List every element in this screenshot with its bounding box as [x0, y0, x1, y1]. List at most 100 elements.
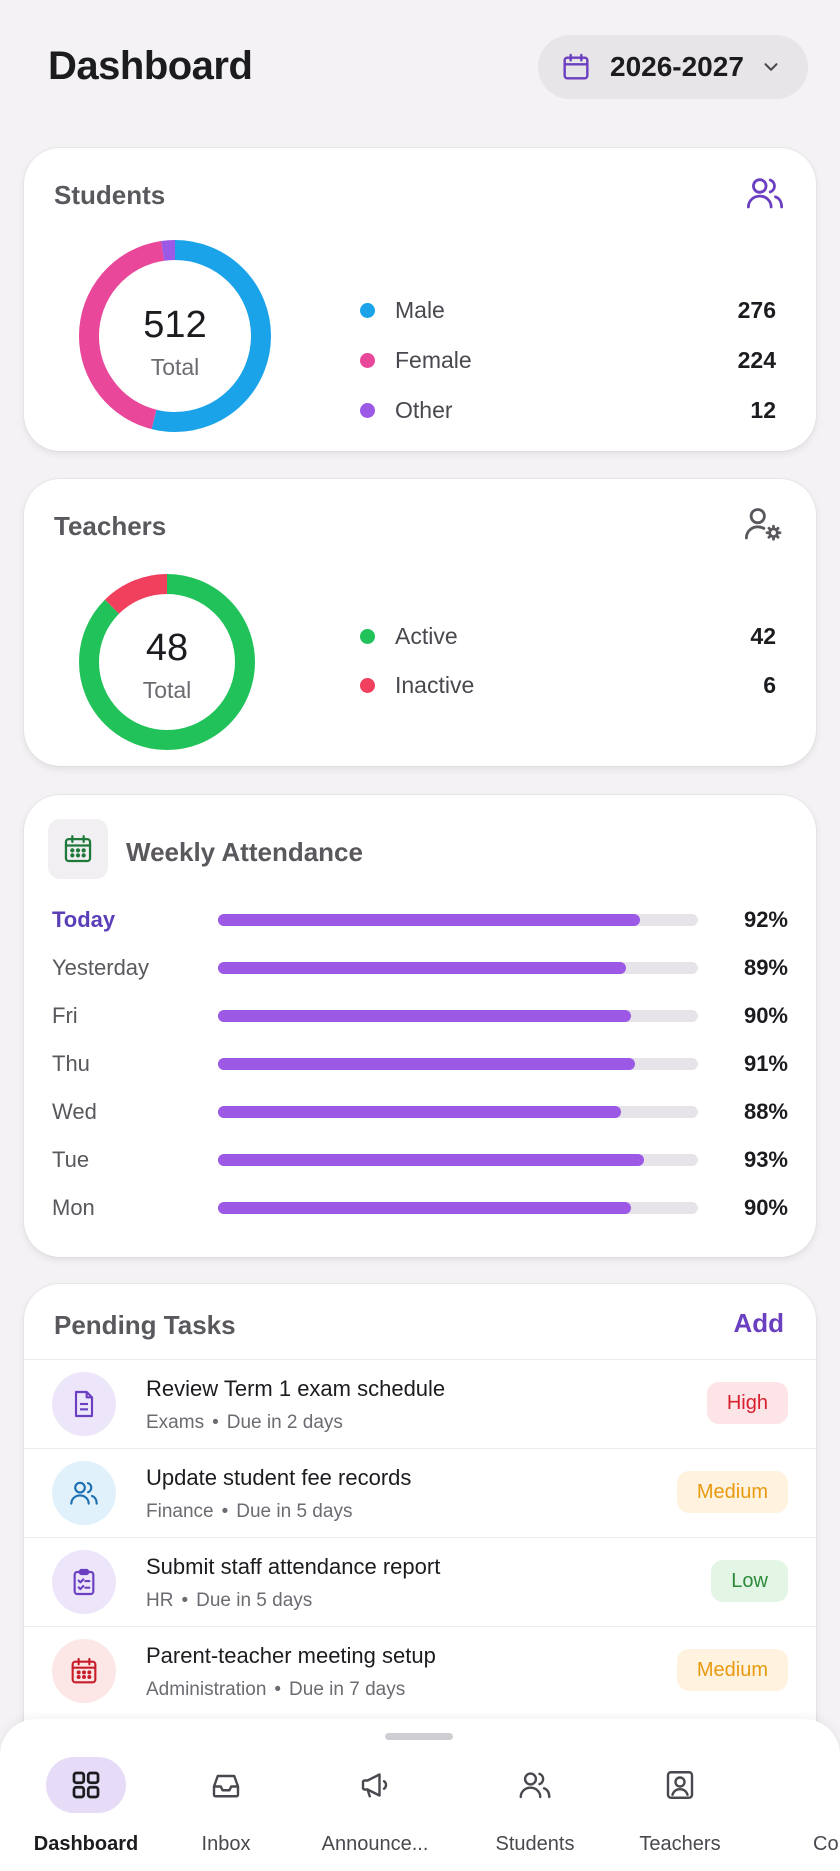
legend-value: 276 [737, 296, 776, 323]
attendance-bar [218, 914, 640, 926]
attendance-track [218, 1202, 698, 1214]
nav-more[interactable]: Co [775, 1757, 840, 1856]
calendar-icon [64, 835, 92, 863]
legend-label: Active [395, 622, 458, 649]
task-title: Parent-teacher meeting setup [146, 1643, 436, 1668]
nav-label: Inbox [201, 1833, 251, 1855]
attendance-card[interactable]: Weekly Attendance Today 92% Yesterday 89% Fr… [24, 795, 816, 1257]
attendance-track [218, 1106, 698, 1118]
meta-separator: • [181, 1590, 189, 1611]
task-row[interactable]: Submit staff attendance report HR • Due in … [24, 1538, 816, 1626]
year-label: 2026-2027 [610, 51, 744, 82]
task-divider [24, 1359, 816, 1360]
attendance-icon-box [48, 819, 108, 879]
students-card[interactable]: Students 512 Total Male 276 Female 224 O… [24, 148, 816, 451]
donut-segment-other [79, 240, 271, 432]
priority-badge: Medium [676, 1471, 788, 1513]
task-title: Submit staff attendance report [146, 1554, 441, 1579]
task-title: Review Term 1 exam schedule [146, 1376, 446, 1401]
attendance-bar [218, 1010, 631, 1022]
year-selector[interactable]: 2026-2027 [538, 35, 808, 99]
drag-handle[interactable] [385, 1733, 453, 1740]
nav-teachers[interactable]: Teachers [605, 1757, 755, 1856]
female-dot [360, 352, 375, 368]
teacher-icon [666, 1771, 694, 1799]
nav-students[interactable]: Students [460, 1757, 610, 1856]
nav-label: Teachers [639, 1833, 721, 1855]
teachers-title: Teachers [54, 511, 167, 541]
inactive-dot [360, 677, 375, 693]
task-meta: Finance • Due in 5 days [146, 1501, 352, 1523]
teachers-total-label: Total [142, 677, 192, 703]
nav-icon-wrap [495, 1757, 575, 1813]
task-row[interactable]: Update student fee records Finance • Due in… [24, 1449, 816, 1537]
legend-female: Female 224 [334, 340, 808, 380]
task-row[interactable]: Review Term 1 exam schedule Exams • Due in … [24, 1360, 816, 1448]
students-total: 512 Total [95, 306, 255, 381]
nav-icon-wrap [775, 1757, 840, 1813]
task-due: Due in 5 days [196, 1590, 313, 1611]
teachers-donut-segments [79, 574, 255, 750]
add-task-button[interactable]: Add [733, 1308, 784, 1338]
task-due: Due in 7 days [289, 1679, 406, 1700]
legend-label: Female [395, 346, 472, 373]
attendance-track [218, 1010, 698, 1022]
nav-dashboard[interactable]: Dashboard [11, 1757, 161, 1856]
legend-value: 224 [737, 346, 776, 373]
task-category: HR [146, 1590, 174, 1611]
attendance-day: Today [52, 907, 116, 932]
attendance-day: Tue [52, 1147, 90, 1172]
nav-announcements[interactable]: Announce... [300, 1757, 450, 1856]
teachers-card[interactable]: Teachers 48 Total Active 42 Inactive 6 [24, 479, 816, 766]
priority-badge: High [706, 1382, 788, 1424]
users-icon [52, 1461, 116, 1525]
priority-badge: Low [711, 1560, 788, 1602]
nav-label: Co [813, 1833, 839, 1855]
nav-icon-wrap [640, 1757, 720, 1813]
legend-label: Other [395, 396, 453, 423]
nav-label: Dashboard [33, 1833, 139, 1855]
active-dot [360, 628, 375, 644]
nav-icon-wrap [186, 1757, 266, 1813]
legend-value: 42 [750, 622, 776, 649]
task-divider [24, 1537, 816, 1538]
task-meta: HR • Due in 5 days [146, 1590, 312, 1612]
tasks-card: Pending Tasks Add Review Term 1 exam sch… [24, 1284, 816, 1784]
task-meta: Exams • Due in 2 days [146, 1412, 343, 1434]
attendance-row-today: Today 92% [52, 903, 816, 937]
legend-label: Inactive [395, 671, 475, 698]
attendance-row-yesterday: Yesterday 89% [52, 951, 816, 985]
attendance-bar [218, 1106, 622, 1118]
bottom-nav: Dashboard Inbox Announce... Students [0, 1719, 840, 1871]
nav-inbox[interactable]: Inbox [151, 1757, 301, 1856]
task-row[interactable]: Parent-teacher meeting setup Administrati… [24, 1627, 816, 1715]
user-settings-icon [744, 508, 782, 541]
legend-inactive: Inactive 6 [334, 665, 808, 705]
grid-icon [72, 1771, 100, 1799]
task-title: Update student fee records [146, 1465, 412, 1490]
other-dot [360, 402, 375, 418]
attendance-pct: 90% [743, 1195, 788, 1220]
legend-value: 12 [750, 396, 776, 423]
teachers-total: 48 Total [87, 629, 247, 704]
users-icon [746, 178, 784, 209]
legend-male: Male 276 [334, 290, 808, 330]
students-total-value: 512 [143, 304, 207, 346]
students-donut [79, 240, 271, 432]
students-donut-segments [79, 240, 271, 432]
clipboard-icon [52, 1550, 116, 1614]
attendance-row-thu: Thu 91% [52, 1047, 816, 1081]
attendance-bar [218, 1154, 645, 1166]
legend-label: Male [395, 296, 445, 323]
attendance-pct: 88% [743, 1099, 788, 1124]
male-dot [360, 302, 375, 318]
header: Dashboard 2026-2027 [0, 0, 840, 140]
attendance-bar [218, 1202, 631, 1214]
attendance-pct: 91% [743, 1051, 788, 1076]
attendance-day: Thu [52, 1051, 90, 1076]
attendance-day: Mon [52, 1195, 95, 1220]
attendance-track [218, 962, 698, 974]
task-due: Due in 5 days [236, 1501, 353, 1522]
task-category: Administration [146, 1679, 267, 1700]
attendance-day: Wed [52, 1099, 97, 1124]
